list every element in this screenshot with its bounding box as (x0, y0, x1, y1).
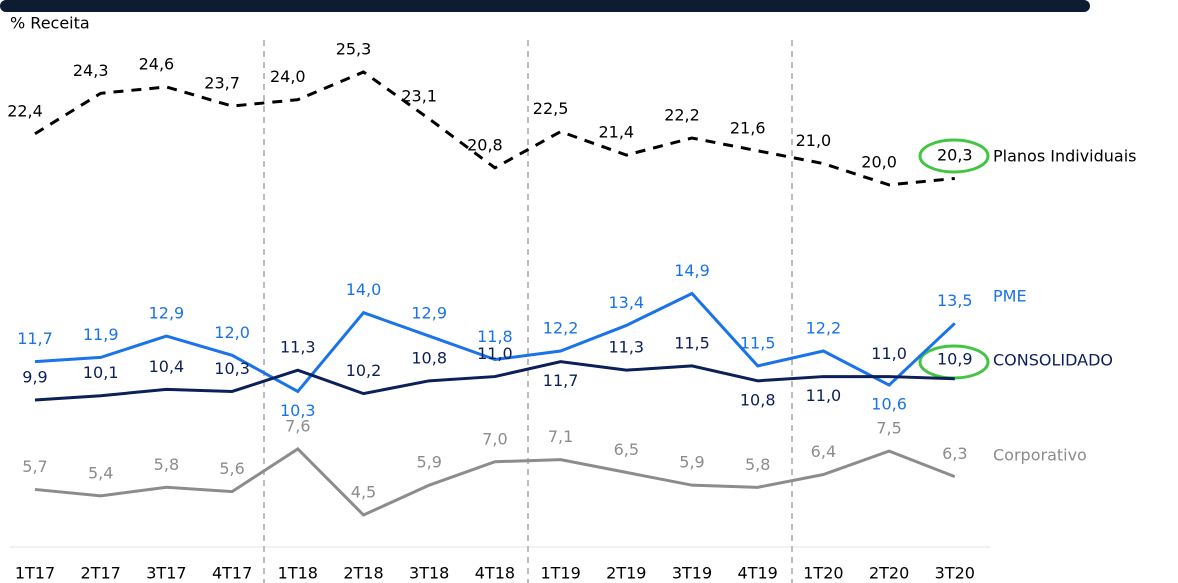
data-label: 11,3 (280, 338, 316, 357)
x-tick-label: 1T19 (540, 564, 580, 583)
line (34, 70, 955, 187)
line (34, 291, 956, 394)
data-label: 12,2 (806, 319, 842, 338)
x-tick-label: 2T19 (606, 564, 646, 583)
data-label: 21,4 (598, 123, 634, 142)
data-label: 10,6 (871, 395, 907, 414)
data-label: 7,1 (548, 427, 573, 446)
data-label: 12,9 (149, 304, 185, 323)
x-tick-label: 1T17 (15, 564, 55, 583)
data-label: 21,0 (796, 131, 832, 150)
data-label: 10,1 (83, 363, 119, 382)
data-label: 20,0 (861, 152, 897, 171)
data-label: 11,0 (477, 344, 513, 363)
data-label: 11,3 (608, 338, 644, 357)
data-label: 23,1 (401, 86, 437, 105)
data-label: 7,0 (482, 429, 507, 448)
data-label: 23,7 (204, 74, 240, 93)
data-label: 10,4 (149, 357, 185, 376)
x-tick-label: 2T18 (343, 564, 383, 583)
data-label: 10,2 (346, 361, 382, 380)
data-label: 10,3 (214, 359, 250, 378)
data-label: 24,3 (73, 61, 109, 80)
data-label: 11,5 (674, 333, 710, 352)
data-label: 7,5 (876, 419, 901, 438)
data-label: 11,0 (871, 344, 907, 363)
data-label: 14,0 (346, 280, 382, 299)
line (34, 447, 956, 517)
data-label: 25,3 (336, 40, 372, 59)
highlight (918, 138, 990, 174)
data-label: 24,0 (270, 67, 306, 86)
data-label: 22,5 (533, 99, 569, 118)
x-tick-label: 3T20 (935, 564, 975, 583)
x-tick-label: 3T19 (672, 564, 712, 583)
data-label: 13,4 (608, 293, 644, 312)
x-tick-label: 1T18 (278, 564, 318, 583)
data-label: 6,4 (811, 442, 836, 461)
data-label: 11,9 (83, 325, 119, 344)
y-label: % Receita (10, 14, 90, 33)
x-tick-label: 3T18 (409, 564, 449, 583)
data-label: 5,4 (88, 463, 113, 482)
data-label: 12,2 (543, 319, 579, 338)
line (34, 360, 955, 402)
legend-label: Planos Individuais (993, 147, 1137, 166)
data-label: 14,9 (674, 261, 710, 280)
data-label: 11,0 (806, 386, 842, 405)
data-label: 6,5 (614, 440, 639, 459)
data-label: 7,6 (285, 416, 310, 435)
data-label: 11,8 (477, 327, 513, 346)
data-label: 9,9 (22, 367, 47, 386)
data-label: 5,7 (22, 457, 47, 476)
data-label: 5,8 (154, 455, 179, 474)
data-label: 11,5 (740, 333, 776, 352)
legend-label: Corporativo (993, 446, 1087, 465)
x-tick-label: 2T20 (869, 564, 909, 583)
x-tick-label: 1T20 (803, 564, 843, 583)
data-label: 4,5 (351, 483, 376, 502)
data-label: 10,8 (411, 348, 447, 367)
x-tick-label: 3T17 (146, 564, 186, 583)
header-bar (0, 0, 1090, 12)
data-label: 22,2 (664, 106, 700, 125)
data-label: 6,3 (942, 444, 967, 463)
legend-label: CONSOLIDADO (993, 351, 1113, 370)
dividers (263, 40, 793, 583)
data-label: 12,0 (214, 323, 250, 342)
data-label: 24,6 (139, 54, 175, 73)
x-tick-label: 4T19 (738, 564, 778, 583)
data-label: 5,6 (219, 459, 244, 478)
data-label: 20,8 (467, 135, 503, 154)
data-label: 12,9 (411, 304, 447, 323)
data-label: 13,5 (937, 291, 973, 310)
x-tick-label: 2T17 (81, 564, 121, 583)
data-label: 20,3 (937, 146, 973, 165)
data-label: 5,9 (679, 453, 704, 472)
legend-label: PME (993, 287, 1027, 306)
data-label: 22,4 (7, 101, 43, 120)
data-label: 10,8 (740, 390, 776, 409)
x-tick-label: 4T18 (475, 564, 515, 583)
data-label: 11,7 (543, 371, 579, 390)
data-label: 5,9 (416, 453, 441, 472)
x-tick-label: 4T17 (212, 564, 252, 583)
data-label: 21,6 (730, 118, 766, 137)
data-label: 5,8 (745, 455, 770, 474)
data-label: 11,7 (17, 329, 53, 348)
data-label: 10,9 (937, 350, 973, 369)
data-label: 10,3 (280, 401, 316, 420)
